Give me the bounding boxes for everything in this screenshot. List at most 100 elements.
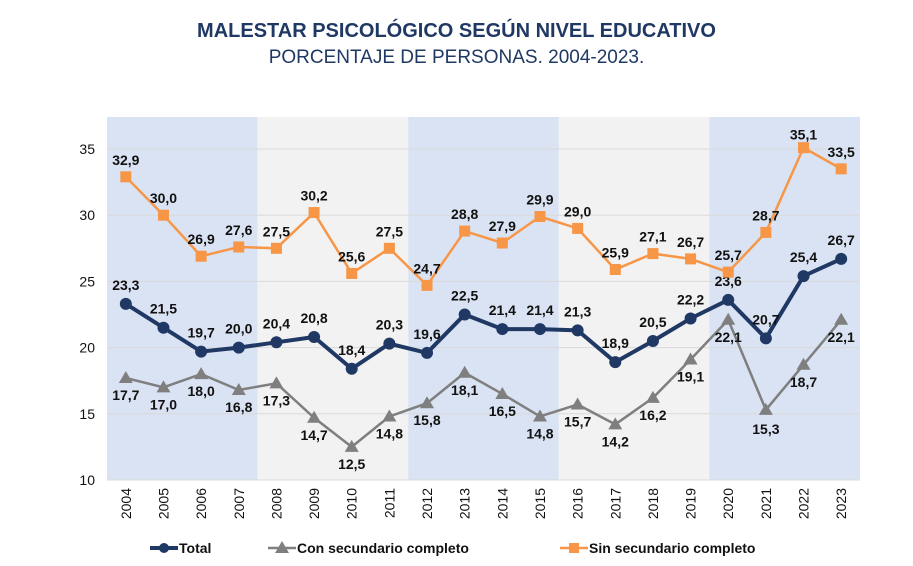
data-point-sin-secundario <box>233 241 245 253</box>
data-point-con-secundario <box>834 312 849 325</box>
data-label: 20,5 <box>639 314 666 330</box>
data-label: 30,0 <box>150 190 177 206</box>
data-label: 23,3 <box>112 277 139 293</box>
legend-label: Sin secundario completo <box>589 540 755 556</box>
series-line-2 <box>124 145 842 288</box>
data-label: 21,3 <box>564 303 591 319</box>
data-point-total <box>458 308 471 321</box>
data-point-con-secundario <box>420 396 435 409</box>
data-label: 14,8 <box>376 425 403 441</box>
data-point-total <box>797 270 810 283</box>
data-point-con-secundario <box>307 410 322 423</box>
x-tick-label: 2022 <box>796 488 812 519</box>
data-point-con-secundario <box>683 352 698 365</box>
data-point-total <box>157 321 170 334</box>
data-point-sin-secundario <box>157 209 169 221</box>
x-tick-label: 2010 <box>344 488 360 519</box>
data-label: 18,4 <box>338 342 365 358</box>
data-point-con-secundario <box>156 380 171 393</box>
data-point-sin-secundario <box>685 253 697 265</box>
data-label: 15,7 <box>564 414 591 430</box>
data-label: 22,1 <box>715 329 742 345</box>
data-label: 27,9 <box>489 218 516 234</box>
data-point-total <box>345 362 358 375</box>
data-point-con-secundario <box>118 371 133 384</box>
data-label: 15,3 <box>752 421 779 437</box>
data-point-total <box>609 356 622 369</box>
data-point-sin-secundario <box>120 171 132 183</box>
data-point-sin-secundario <box>496 237 508 249</box>
data-label: 14,7 <box>300 427 327 443</box>
x-tick-label: 2007 <box>231 488 247 519</box>
data-point-sin-secundario <box>270 242 282 254</box>
data-label: 19,7 <box>188 325 215 341</box>
data-label: 22,1 <box>828 329 855 345</box>
x-tick-label: 2015 <box>532 488 548 519</box>
data-point-total <box>646 334 659 347</box>
series-line-0 <box>124 257 843 372</box>
data-point-con-secundario <box>194 367 209 380</box>
data-label: 14,2 <box>602 433 629 449</box>
data-point-con-secundario <box>796 357 811 370</box>
data-label: 24,7 <box>413 260 440 276</box>
data-label: 19,1 <box>677 369 704 385</box>
legend-marker-icon <box>275 541 289 553</box>
data-label: 16,2 <box>639 407 666 423</box>
data-label: 29,9 <box>526 192 553 208</box>
data-point-con-secundario <box>758 402 773 415</box>
data-label: 27,1 <box>639 229 666 245</box>
y-tick-label: 10 <box>79 472 95 488</box>
data-label: 18,1 <box>451 382 478 398</box>
data-point-sin-secundario <box>421 279 433 291</box>
data-label: 18,7 <box>790 374 817 390</box>
x-tick-label: 2019 <box>683 488 699 519</box>
background-band <box>408 117 559 480</box>
chart-title: MALESTAR PSICOLÓGICO SEGÚN NIVEL EDUCATI… <box>197 20 716 42</box>
data-point-sin-secundario <box>835 163 847 175</box>
data-point-total <box>684 312 697 325</box>
data-label: 28,7 <box>752 207 779 223</box>
data-label: 27,5 <box>376 223 403 239</box>
y-tick-label: 35 <box>79 141 95 157</box>
data-point-sin-secundario <box>195 250 207 262</box>
data-point-total <box>119 297 132 310</box>
background-band <box>257 117 409 480</box>
data-label: 21,4 <box>526 302 553 318</box>
data-point-total <box>421 346 434 359</box>
data-point-con-secundario <box>721 312 736 325</box>
data-point-sin-secundario <box>572 222 584 234</box>
data-label: 25,9 <box>602 244 629 260</box>
data-label: 25,6 <box>338 248 365 264</box>
x-tick-label: 2021 <box>758 488 774 519</box>
data-label: 20,0 <box>225 321 252 337</box>
data-point-total <box>195 345 208 358</box>
data-point-sin-secundario <box>383 242 395 254</box>
x-tick-label: 2023 <box>833 488 849 519</box>
x-tick-label: 2018 <box>645 488 661 519</box>
data-label: 18,9 <box>602 335 629 351</box>
x-tick-label: 2013 <box>457 488 473 519</box>
background-band <box>107 117 258 480</box>
data-label: 25,7 <box>715 247 742 263</box>
data-point-con-secundario <box>570 397 585 410</box>
data-label: 32,9 <box>112 152 139 168</box>
data-point-total <box>308 331 321 344</box>
data-point-sin-secundario <box>609 263 621 275</box>
data-label: 15,8 <box>413 412 440 428</box>
data-point-sin-secundario <box>534 211 546 223</box>
legend-marker-icon <box>159 543 169 553</box>
data-label: 18,0 <box>188 383 215 399</box>
legend-label: Con secundario completo <box>297 540 469 556</box>
background-band <box>709 117 860 480</box>
data-label: 22,2 <box>677 291 704 307</box>
data-point-sin-secundario <box>308 207 320 219</box>
data-label: 17,3 <box>263 392 290 408</box>
data-point-con-secundario <box>645 390 660 403</box>
data-point-sin-secundario <box>760 226 772 238</box>
data-label: 27,5 <box>263 223 290 239</box>
x-tick-label: 2017 <box>607 488 623 519</box>
data-point-con-secundario <box>231 382 246 395</box>
data-point-sin-secundario <box>647 248 659 260</box>
data-point-con-secundario <box>382 409 397 422</box>
